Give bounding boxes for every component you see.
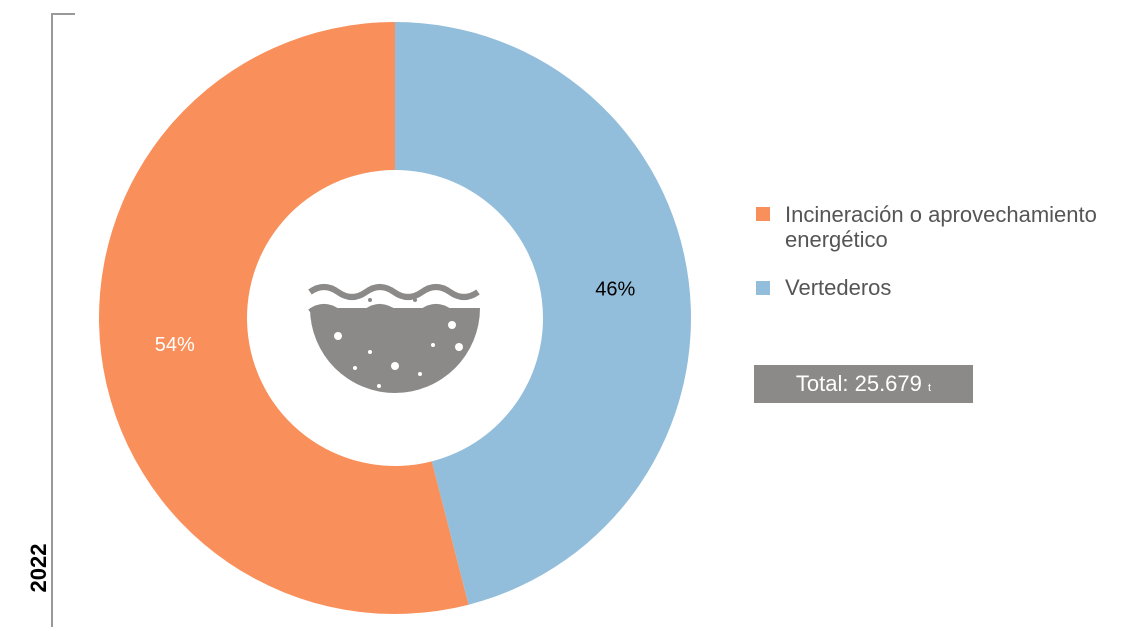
value-label: 54%: [155, 334, 195, 356]
slice: [98, 22, 469, 615]
legend-swatch: [756, 207, 770, 221]
center-icon: [308, 284, 480, 393]
total-box: Total: 25.679 t: [754, 365, 973, 403]
slice: [395, 22, 691, 605]
legend-swatch: [756, 281, 770, 295]
legend-label: Vertederos: [785, 275, 892, 300]
value-label: 46%: [595, 278, 635, 300]
legend-label: Incineración o aprovechamiento energétic…: [785, 202, 1097, 252]
bracket: [51, 13, 75, 627]
total-label: Total: 25.679: [795, 371, 922, 396]
total-unit: t: [928, 382, 932, 394]
side-label: 2022: [26, 544, 51, 593]
